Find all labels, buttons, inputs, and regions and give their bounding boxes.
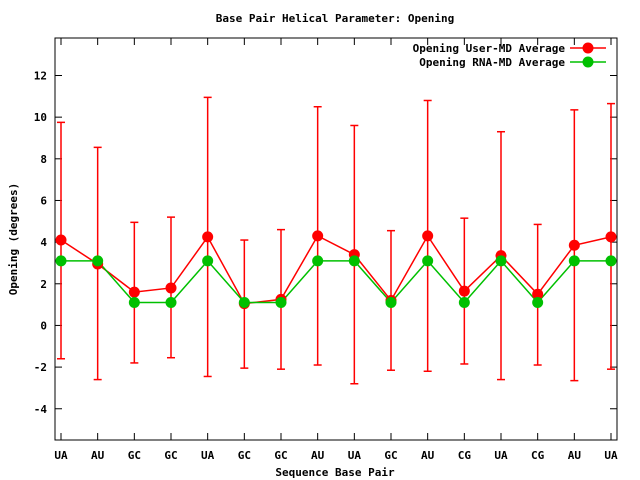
data-point <box>532 288 544 300</box>
data-point <box>385 297 397 309</box>
x-tick-label: AU <box>91 449 105 462</box>
data-point <box>202 255 214 267</box>
series-lines <box>60 234 612 305</box>
x-tick-label: GC <box>274 449 287 462</box>
data-point <box>568 255 580 267</box>
data-point <box>605 255 617 267</box>
data-point <box>275 297 287 309</box>
x-tick-label: UA <box>604 449 618 462</box>
data-point <box>165 297 177 309</box>
series-points <box>55 230 617 310</box>
y-tick-label: 0 <box>40 319 47 332</box>
data-point <box>128 286 140 298</box>
x-tick-label: UA <box>494 449 508 462</box>
data-point <box>605 231 617 243</box>
data-point <box>55 255 67 267</box>
x-tick-label: UA <box>54 449 68 462</box>
x-tick-label: GC <box>238 449 251 462</box>
series-line-1 <box>60 234 612 305</box>
y-tick-label: 4 <box>40 236 47 249</box>
legend-label: Opening RNA-MD Average <box>419 56 565 69</box>
legend-label: Opening User-MD Average <box>413 42 566 55</box>
data-point <box>312 230 324 242</box>
x-tick-label: AU <box>421 449 435 462</box>
data-point <box>202 231 214 243</box>
y-tick-label: -4 <box>34 403 48 416</box>
y-axis: -4 -2 0 2 4 6 8 10 12 <box>34 69 617 416</box>
data-point <box>458 285 470 297</box>
x-tick-label: UA <box>348 449 362 462</box>
x-tick-label: CG <box>458 449 472 462</box>
data-point <box>532 297 544 309</box>
y-tick-label: -2 <box>34 361 47 374</box>
y-tick-label: 12 <box>34 69 47 82</box>
data-point <box>422 230 434 242</box>
data-point <box>165 282 177 294</box>
legend-marker <box>582 56 594 68</box>
series-line-2 <box>61 259 611 304</box>
data-point <box>568 239 580 251</box>
x-axis-label: Sequence Base Pair <box>275 466 395 479</box>
x-axis: UA AU GC GC UA GC GC AU UA GC AU CG UA CG AU UA <box>54 38 618 462</box>
x-tick-label: AU <box>568 449 582 462</box>
x-tick-label: GC <box>164 449 177 462</box>
data-point <box>458 297 470 309</box>
x-tick-label: AU <box>311 449 325 462</box>
data-point <box>55 234 67 246</box>
data-point <box>495 255 507 267</box>
data-point <box>312 255 324 267</box>
y-tick-label: 10 <box>34 111 47 124</box>
x-tick-label: GC <box>128 449 141 462</box>
y-tick-label: 6 <box>40 194 47 207</box>
x-tick-label: CG <box>531 449 545 462</box>
error-bars <box>57 96 615 385</box>
y-tick-label: 2 <box>40 278 47 291</box>
x-tick-label: UA <box>201 449 215 462</box>
y-tick-label: 8 <box>40 153 47 166</box>
y-axis-label: Opening (degrees) <box>7 183 20 296</box>
data-point <box>92 255 104 267</box>
x-tick-label: GC <box>384 449 397 462</box>
data-point <box>348 255 360 267</box>
chart-title: Base Pair Helical Parameter: Opening <box>216 12 454 25</box>
data-point <box>238 297 250 309</box>
plot-frame <box>54 37 618 441</box>
data-point <box>128 297 140 309</box>
legend-marker <box>582 42 594 54</box>
data-point <box>422 255 434 267</box>
